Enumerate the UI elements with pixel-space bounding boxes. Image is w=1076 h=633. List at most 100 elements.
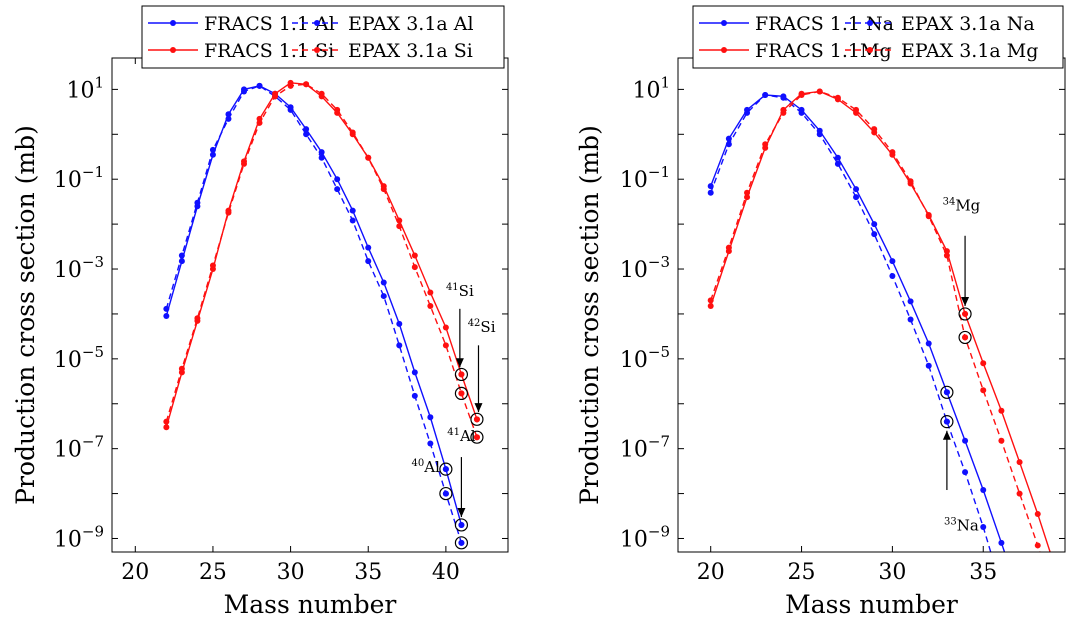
data-point — [303, 131, 310, 138]
isotope-annotation: 34Mg — [943, 197, 981, 215]
series-line-4 — [165, 83, 478, 438]
highlight-ring — [958, 330, 972, 345]
data-point — [998, 585, 1004, 591]
data-point — [980, 387, 987, 394]
data-point — [241, 160, 247, 167]
legend-label: EPAX 3.1a Si — [348, 40, 473, 62]
data-point — [365, 244, 372, 251]
data-point — [889, 258, 896, 265]
legend-marker — [867, 47, 873, 53]
data-point — [925, 213, 932, 220]
data-point — [707, 303, 714, 310]
data-point — [762, 92, 769, 99]
highlight-ring — [454, 367, 469, 382]
series-line-1 — [710, 94, 1006, 552]
data-point — [780, 94, 787, 101]
data-point — [853, 194, 860, 201]
highlight-ring — [470, 412, 484, 426]
data-point — [907, 298, 914, 305]
data-point — [442, 342, 449, 349]
data-point — [1034, 511, 1041, 518]
x-tick-label: 25 — [199, 560, 227, 585]
y-tick-label: 10−9 — [620, 522, 670, 552]
y-tick-label: 10−5 — [620, 343, 670, 373]
y-tick-label: 10−7 — [620, 433, 670, 463]
data-point — [396, 217, 403, 224]
legend-marker — [170, 20, 176, 26]
legend-label: FRACS 1.1 Al — [204, 13, 335, 35]
data-point — [1016, 490, 1023, 497]
data-point — [725, 135, 732, 142]
data-point — [163, 424, 170, 431]
legend-marker — [314, 47, 320, 53]
data-point — [303, 81, 310, 88]
highlight-point — [962, 334, 969, 341]
data-point — [962, 469, 969, 476]
x-tick-label: 30 — [277, 560, 305, 585]
data-point — [427, 414, 434, 421]
y-tick-label: 10−5 — [54, 343, 104, 373]
legend-marker — [867, 20, 873, 26]
data-point — [816, 131, 823, 138]
data-point — [980, 524, 987, 531]
data-point — [889, 272, 896, 279]
data-point — [980, 360, 987, 367]
y-tick-label: 10−1 — [54, 163, 104, 193]
highlight-point — [458, 521, 465, 528]
data-point — [318, 90, 325, 97]
data-point — [853, 186, 860, 193]
legend: FRACS 1.1 Na EPAX 3.1a Na FRACS 1.1Mg EPAX … — [692, 5, 1064, 69]
data-point — [163, 305, 170, 312]
highlight-point — [442, 490, 449, 497]
highlight-ring — [454, 536, 469, 550]
series-line-2 — [710, 94, 992, 552]
data-point — [943, 252, 950, 259]
data-point — [1053, 604, 1059, 610]
data-point — [889, 149, 896, 156]
data-point — [318, 149, 325, 156]
data-point — [178, 258, 185, 265]
y-tick-label: 101 — [632, 73, 670, 103]
arrow-head — [457, 508, 466, 518]
data-point — [707, 189, 714, 196]
legend: FRACS 1.1 Al EPAX 3.1a Al FRACS 1.1 Si EPAX… — [141, 5, 505, 69]
data-point — [762, 141, 769, 148]
data-point — [396, 320, 403, 327]
legend-label: FRACS 1.1Mg — [755, 40, 892, 62]
highlight-ring — [454, 518, 469, 532]
highlight-point — [458, 390, 465, 397]
data-point — [427, 440, 434, 447]
data-point — [427, 289, 434, 296]
data-point — [194, 199, 201, 206]
plot-area — [707, 88, 1059, 610]
data-point — [396, 223, 403, 230]
isotope-annotation: 33Na — [944, 517, 979, 535]
data-point — [780, 109, 787, 116]
data-point — [798, 92, 805, 99]
data-point — [1053, 567, 1059, 573]
x-tick-label: 30 — [878, 560, 906, 585]
data-point — [163, 418, 170, 425]
data-point — [871, 231, 878, 238]
data-point — [287, 106, 294, 113]
isotope-annotation: 40Al — [412, 458, 441, 476]
x-tick-label: 20 — [697, 560, 725, 585]
y-tick-label: 10−9 — [54, 522, 104, 552]
data-point — [744, 189, 751, 196]
highlight-ring — [454, 386, 469, 401]
data-point — [411, 392, 418, 399]
arrow-head — [455, 358, 464, 368]
isotope-annotation: 41Si — [446, 282, 474, 300]
data-point — [178, 365, 185, 372]
data-point — [287, 82, 294, 89]
data-point — [241, 88, 247, 95]
highlight-point — [962, 310, 969, 317]
data-point — [380, 293, 387, 300]
highlight-ring — [958, 307, 972, 321]
chart-panel-1: 20 25 30 35 40 101 10−1 10−3 10−5 10−7 10−9 Mass nu… — [11, 5, 509, 619]
legend-box — [141, 5, 505, 69]
data-point — [816, 88, 823, 95]
legend-marker — [721, 47, 727, 53]
series-line-1 — [165, 85, 463, 526]
